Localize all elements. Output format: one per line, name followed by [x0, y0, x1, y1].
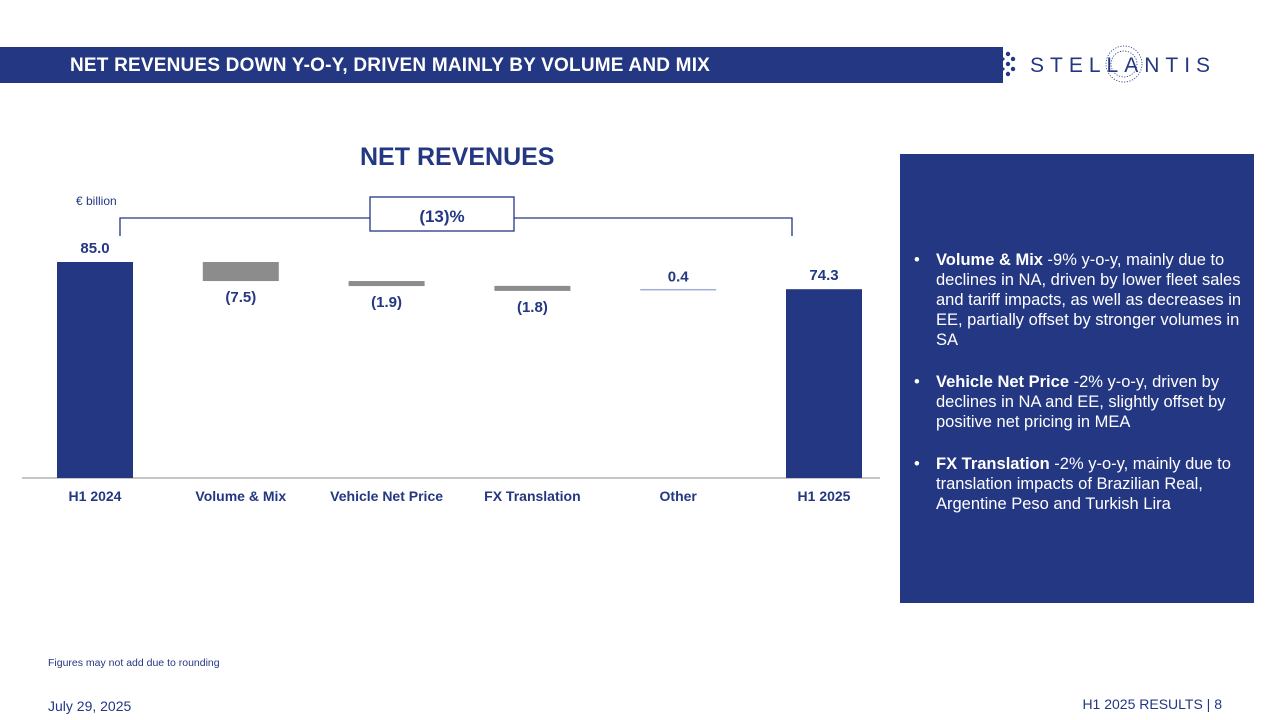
unit-label: € billion: [76, 194, 117, 208]
bracket-label-box: [369, 196, 515, 232]
bullet-heading: FX Translation: [936, 455, 1050, 473]
data-label-5: 74.3: [809, 267, 838, 284]
bar-4: [640, 288, 717, 291]
bullet-fx-translation: • FX Translation -2% y-o-y, mainly due to…: [914, 454, 1244, 514]
data-label-2: (1.9): [371, 294, 402, 311]
bar-2: [348, 281, 425, 287]
bullet-volume-mix: • Volume & Mix -9% y-o-y, mainly due to d…: [914, 250, 1244, 350]
bullet-dot-icon: •: [914, 251, 920, 269]
data-label-4: 0.4: [668, 268, 690, 285]
data-label-1: (7.5): [225, 289, 256, 306]
category-label-2: Vehicle Net Price: [330, 488, 443, 504]
commentary-panel: • Volume & Mix -9% y-o-y, mainly due to d…: [900, 154, 1254, 603]
bar-0: [57, 262, 133, 478]
net-revenues-chart: € billion (13)% 85.0 H1 2024 (7.5) Volume &…: [22, 194, 880, 504]
bullet-text: -2% y-o-y, mainly due to translation imp…: [936, 455, 1231, 513]
category-label-3: FX Translation: [484, 488, 580, 504]
page-title: NET REVENUES DOWN Y-O-Y, DRIVEN MAINLY B…: [70, 55, 711, 76]
bullet-vehicle-net-price: • Vehicle Net Price -2% y-o-y, driven by …: [914, 372, 1244, 432]
data-label-0: 85.0: [80, 240, 109, 257]
presentation-date: July 29, 2025: [48, 698, 132, 714]
bar-5: [786, 289, 862, 478]
bullet-dot-icon: •: [914, 455, 920, 473]
stellantis-logo: [1001, 45, 1143, 83]
category-label-5: H1 2025: [798, 488, 851, 504]
bullet-dot-icon: •: [914, 373, 920, 391]
bracket-label: (13)%: [419, 207, 464, 226]
data-label-3: (1.8): [517, 299, 548, 316]
chart-title: NET REVENUES: [360, 143, 555, 171]
bar-1: [202, 262, 279, 282]
commentary-list: • Volume & Mix -9% y-o-y, mainly due to d…: [914, 250, 1244, 536]
bullet-text: -2% y-o-y, driven by declines in NA and …: [936, 373, 1226, 431]
bar-3: [494, 285, 571, 291]
page-footer-label: H1 2025 RESULTS | 8: [1082, 696, 1222, 712]
logo-wordmark: STELLANTIS: [1030, 54, 1217, 77]
category-label-1: Volume & Mix: [195, 488, 286, 504]
change-bracket: [119, 217, 793, 236]
bullet-heading: Vehicle Net Price: [936, 373, 1069, 391]
category-label-0: H1 2024: [69, 488, 122, 504]
header-band: [0, 47, 1003, 83]
bullet-text: -9% y-o-y, mainly due to declines in NA,…: [936, 251, 1242, 349]
bullet-heading: Volume & Mix: [936, 251, 1043, 269]
category-label-4: Other: [660, 488, 698, 504]
footnote: Figures may not add due to rounding: [48, 657, 220, 669]
